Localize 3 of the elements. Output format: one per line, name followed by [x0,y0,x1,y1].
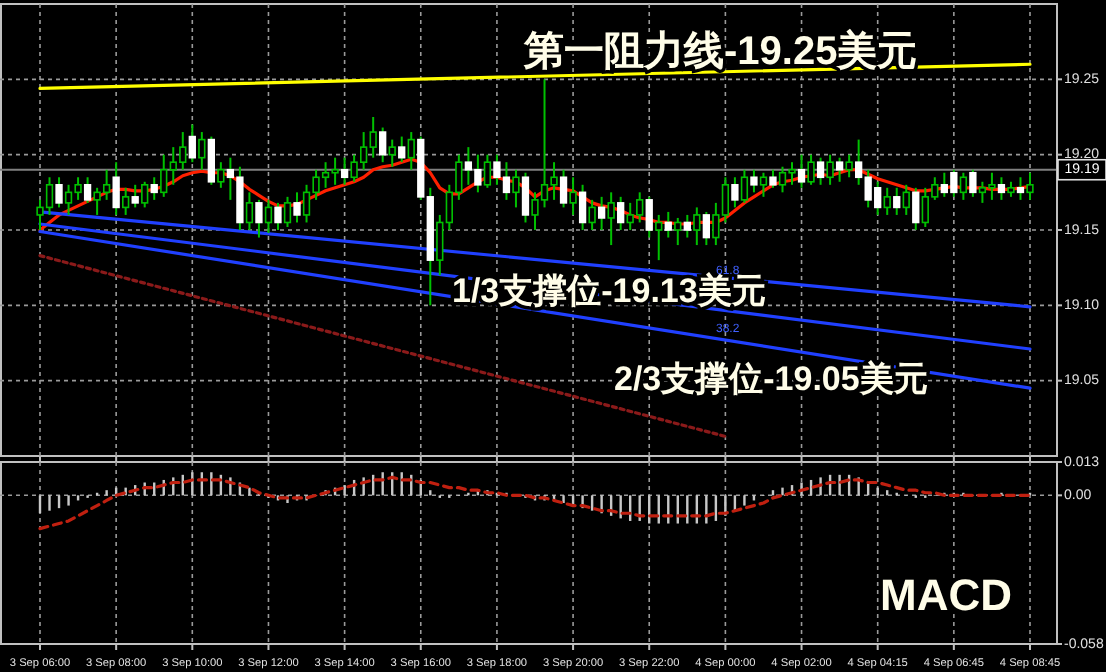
annotation: MACD [880,570,1012,620]
annotation: 第一阻力线-19.25美元 [522,28,918,74]
annotation: 2/3支撑位-19.05美元 [614,360,928,398]
